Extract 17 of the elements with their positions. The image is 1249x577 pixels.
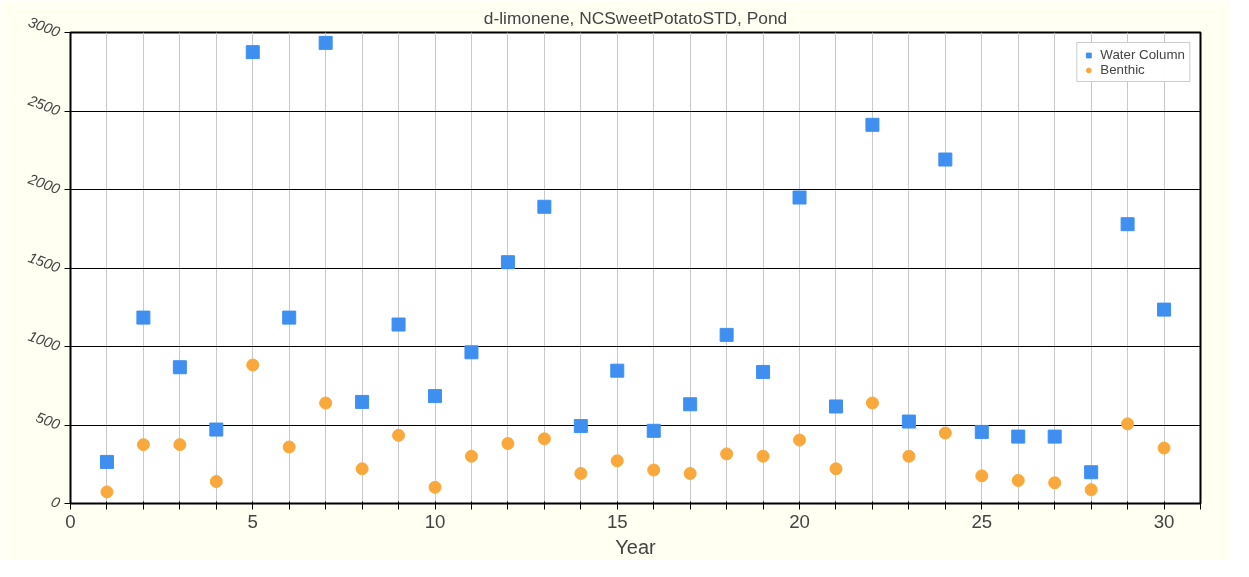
x-tick-label: 10 — [424, 510, 446, 532]
x-tick-label: 20 — [789, 510, 810, 532]
x-axis-title: Year — [615, 535, 657, 558]
chart-title: d-limonene, NCSweetPotatoSTD, Pond — [483, 7, 788, 28]
legend-label: Water Column — [1100, 47, 1185, 62]
x-tick-label: 25 — [971, 510, 993, 532]
y-tick-label: 2000 — [25, 170, 64, 198]
y-tick-label: 500 — [33, 409, 64, 433]
y-tick-label: 3000 — [26, 13, 64, 41]
x-tick-label: 5 — [247, 510, 258, 532]
y-tick-label: 1500 — [26, 249, 64, 276]
x-tick-label: 15 — [606, 510, 628, 532]
y-tick-label: 1000 — [26, 327, 64, 355]
legend-label: Benthic — [1100, 62, 1145, 77]
y-tick-label: 2500 — [25, 91, 64, 119]
x-tick-label: 30 — [1153, 510, 1175, 532]
y-tick-label: 0 — [49, 493, 64, 512]
